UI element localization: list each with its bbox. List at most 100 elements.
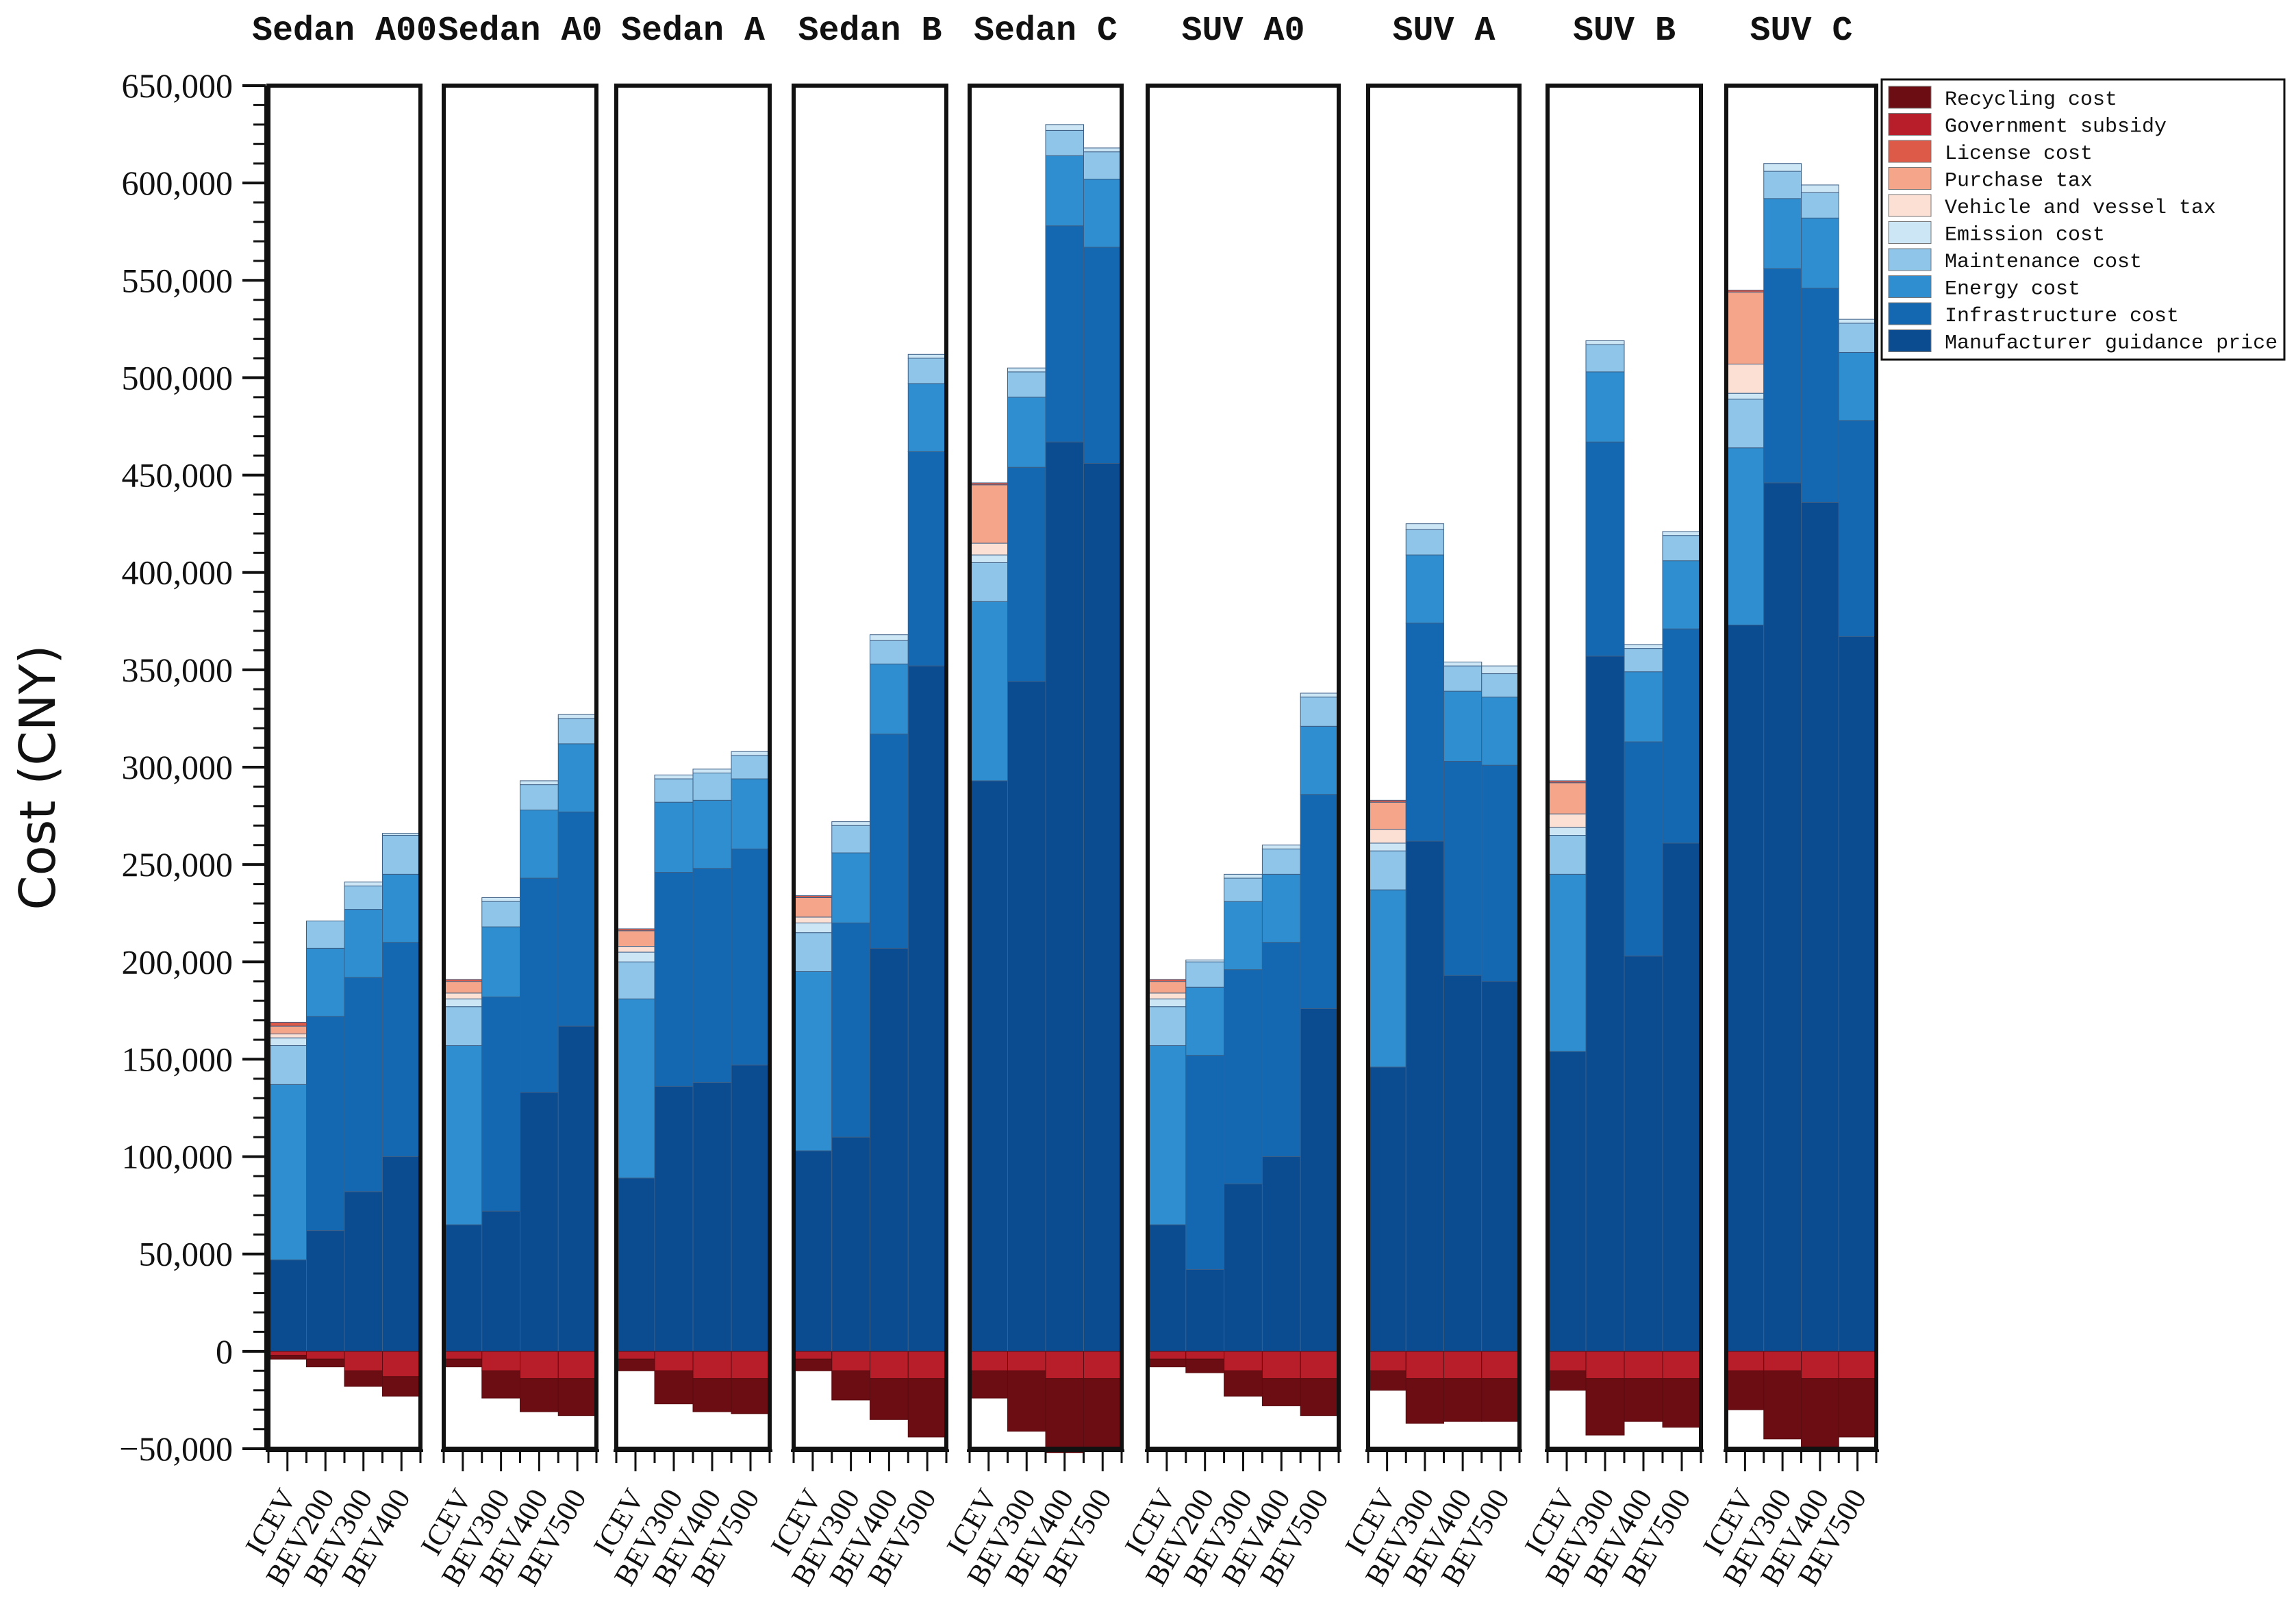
segment-maintenance-cost	[520, 784, 559, 811]
bar-sedan-a0-icev	[443, 979, 483, 1368]
bar-suv-a0-bev500	[1300, 693, 1339, 1417]
segment-infrastructure-cost	[1261, 942, 1301, 1158]
segment-vehicle-and-vessel-tax	[969, 542, 1008, 556]
segment-emission-cost	[1547, 827, 1587, 836]
segment-energy-cost	[1224, 901, 1263, 971]
segment-maintenance-cost	[443, 1006, 483, 1047]
bar-sedan-a-icev	[616, 928, 655, 1371]
bar-suv-a-bev500	[1481, 665, 1520, 1422]
segment-manufacturer-guidance-price	[1405, 840, 1444, 1352]
segment-recycling-cost	[1547, 1370, 1587, 1391]
bar-sedan-c-icev	[969, 482, 1008, 1399]
segment-purchase-tax	[268, 1025, 307, 1034]
segment-vehicle-and-vessel-tax	[1726, 364, 1765, 394]
bar-sedan-a0-bev300	[481, 897, 520, 1399]
segment-manufacturer-guidance-price	[557, 1025, 597, 1352]
segment-purchase-tax	[1726, 291, 1765, 365]
segment-energy-cost	[1801, 217, 1839, 289]
segment-energy-cost	[1007, 397, 1046, 468]
segment-maintenance-cost	[1801, 192, 1839, 219]
segment-maintenance-cost	[1300, 697, 1339, 727]
segment-government-subsidy	[1547, 1351, 1587, 1371]
segment-government-subsidy	[1185, 1351, 1225, 1360]
segment-recycling-cost	[443, 1358, 483, 1368]
segment-maintenance-cost	[1662, 535, 1702, 562]
segment-government-subsidy	[1481, 1351, 1520, 1380]
segment-manufacturer-guidance-price	[870, 947, 909, 1352]
segment-maintenance-cost	[1224, 877, 1263, 902]
segment-government-subsidy	[731, 1351, 770, 1380]
segment-recycling-cost	[1585, 1378, 1625, 1436]
segment-manufacturer-guidance-price	[382, 1156, 421, 1352]
segment-energy-cost	[870, 663, 909, 735]
bar-suv-a0-icev	[1147, 979, 1187, 1368]
segment-maintenance-cost	[1045, 129, 1084, 156]
segment-government-subsidy	[1083, 1351, 1122, 1380]
segment-energy-cost	[692, 799, 732, 869]
segment-manufacturer-guidance-price	[306, 1230, 345, 1352]
panel-frame	[1724, 84, 1878, 1451]
segment-government-subsidy	[1224, 1351, 1263, 1371]
segment-energy-cost	[306, 947, 345, 1017]
segment-purchase-tax	[443, 981, 483, 994]
segment-emission-cost	[520, 780, 559, 786]
bar-sedan-c-bev300	[1007, 367, 1046, 1432]
y-tick-label: 250,000	[122, 845, 234, 884]
bar-suv-a0-bev200	[1185, 959, 1225, 1373]
segment-infrastructure-cost	[1585, 441, 1625, 657]
segment-manufacturer-guidance-price	[1045, 441, 1084, 1352]
segment-recycling-cost	[557, 1378, 597, 1417]
legend-swatch	[1888, 302, 1932, 325]
segment-manufacturer-guidance-price	[1083, 463, 1122, 1352]
segment-license-cost	[1547, 780, 1587, 784]
segment-energy-cost	[1585, 371, 1625, 442]
legend-label: Infrastructure cost	[1945, 305, 2179, 328]
bar-sedan-a00-bev400	[382, 833, 421, 1397]
segment-manufacturer-guidance-price	[1147, 1224, 1187, 1352]
segment-infrastructure-cost	[870, 734, 909, 949]
legend-swatch	[1888, 221, 1932, 244]
legend-label: Purchase tax	[1945, 170, 2093, 193]
panel-frame	[968, 84, 1124, 1451]
segment-energy-cost	[1481, 697, 1520, 766]
legend-swatch	[1888, 194, 1932, 217]
bar-suv-b-bev500	[1662, 531, 1702, 1428]
segment-infrastructure-cost	[1481, 764, 1520, 982]
bar-suv-a-icev	[1367, 799, 1406, 1391]
segment-emission-cost	[907, 353, 947, 359]
segment-emission-cost	[731, 751, 770, 756]
segment-energy-cost	[1662, 560, 1702, 629]
segment-maintenance-cost	[306, 921, 345, 949]
segment-maintenance-cost	[1481, 673, 1520, 698]
segment-manufacturer-guidance-price	[1624, 956, 1663, 1352]
segment-emission-cost	[344, 882, 383, 886]
segment-recycling-cost	[344, 1370, 383, 1387]
segment-maintenance-cost	[481, 901, 520, 927]
segment-infrastructure-cost	[1083, 247, 1122, 464]
segment-government-subsidy	[1147, 1351, 1187, 1360]
segment-energy-cost	[969, 601, 1008, 782]
segment-maintenance-cost	[692, 773, 732, 801]
segment-manufacturer-guidance-price	[907, 665, 947, 1352]
segment-emission-cost	[1045, 124, 1084, 131]
y-tick-label: 300,000	[122, 748, 234, 786]
segment-purchase-tax	[1147, 981, 1187, 994]
legend-label: Energy cost	[1945, 278, 2080, 301]
panel-title: Sedan B	[798, 12, 942, 51]
segment-government-subsidy	[481, 1351, 520, 1371]
segment-government-subsidy	[1443, 1351, 1483, 1380]
segment-recycling-cost	[870, 1378, 909, 1420]
segment-recycling-cost	[616, 1358, 655, 1371]
bar-sedan-a-bev300	[654, 774, 694, 1405]
segment-manufacturer-guidance-price	[1007, 681, 1046, 1352]
segment-maintenance-cost	[1443, 665, 1483, 692]
segment-energy-cost	[268, 1084, 307, 1260]
legend-swatch	[1888, 275, 1932, 298]
y-axis: 650,000 600,000 550,000 500,000 450,000 400,0…	[119, 66, 267, 1468]
segment-energy-cost	[1083, 178, 1122, 248]
y-tick-label: 550,000	[122, 261, 234, 299]
segment-vehicle-and-vessel-tax	[1147, 993, 1187, 999]
segment-manufacturer-guidance-price	[731, 1064, 770, 1352]
